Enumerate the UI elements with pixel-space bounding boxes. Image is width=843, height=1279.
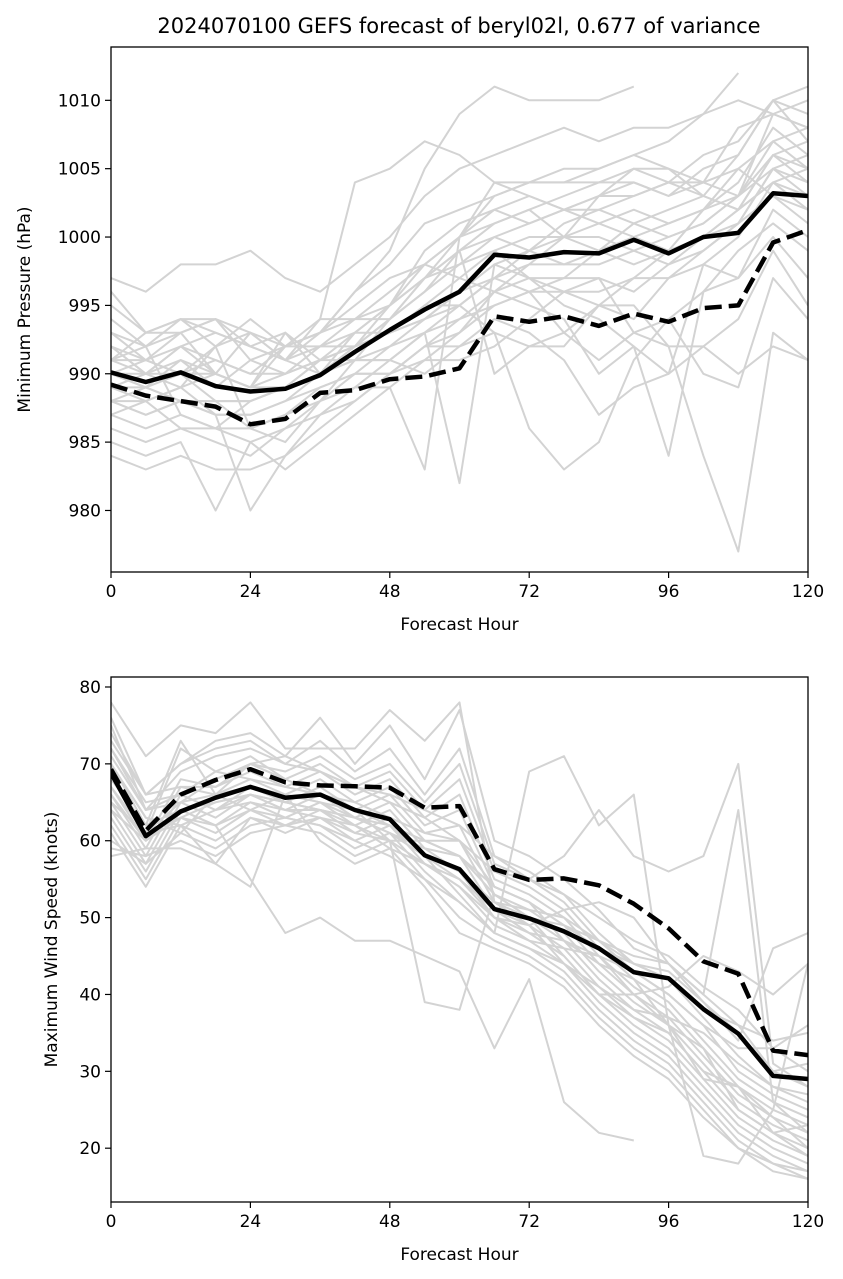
wind-x-tick-label: 96 — [658, 1212, 680, 1232]
wind-ensemble-line — [111, 763, 808, 1042]
pressure-x-axis-label: Forecast Hour — [400, 615, 518, 635]
wind-y-tick-label: 70 — [79, 755, 101, 775]
wind-x-tick-label: 72 — [518, 1212, 540, 1232]
pressure-ensemble-line — [111, 154, 808, 403]
wind-y-axis-label: Maximum Wind Speed (knots) — [42, 812, 62, 1068]
figure-title: 2024070100 GEFS forecast of beryl02l, 0.… — [157, 14, 760, 38]
wind-y-tick-label: 80 — [79, 678, 101, 698]
pressure-ensemble-line — [111, 304, 808, 553]
pressure-y-tick-label: 1005 — [58, 160, 101, 180]
pressure-x-tick-label: 120 — [792, 582, 824, 602]
pressure-y-tick-label: 990 — [69, 365, 101, 385]
wind-ensemble-line — [111, 747, 808, 1157]
wind-ensemble-line — [111, 770, 808, 1127]
pressure-x-tick-label: 96 — [658, 582, 680, 602]
pressure-ensemble-line — [111, 99, 808, 293]
pressure-plot-area — [111, 72, 808, 553]
wind-y-tick-label: 30 — [79, 1062, 101, 1082]
pressure-x-tick-label: 0 — [106, 582, 117, 602]
wind-solid-series-line — [111, 772, 808, 1082]
pressure-ensemble-line — [111, 85, 635, 348]
pressure-y-tick-label: 995 — [69, 296, 101, 316]
wind-ensemble-line — [111, 793, 808, 1173]
wind-y-tick-label: 50 — [79, 909, 101, 929]
wind-ensemble-line — [111, 717, 808, 1073]
wind-axes-frame — [110, 676, 809, 1203]
pressure-y-tick-label: 980 — [69, 501, 101, 521]
pressure-x-tick-label: 48 — [379, 582, 401, 602]
wind-x-tick-label: 0 — [106, 1212, 117, 1232]
wind-ensemble-line — [111, 793, 808, 1050]
pressure-y-tick-label: 985 — [69, 433, 101, 453]
pressure-x-tick-label: 24 — [240, 582, 262, 602]
wind-x-tick-label: 48 — [379, 1212, 401, 1232]
wind-chart: 0 24 48 72 96 120 20 30 40 50 60 70 80 Forecast Hour M… — [42, 676, 824, 1265]
wind-ensemble-line — [111, 701, 808, 1134]
wind-y-tick-label: 40 — [79, 985, 101, 1005]
wind-x-tick-label: 120 — [792, 1212, 824, 1232]
pressure-ensemble-line — [111, 290, 808, 375]
pressure-ensemble-line — [111, 85, 808, 375]
pressure-y-axis-label: Minimum Pressure (hPa) — [15, 206, 35, 412]
pressure-x-tick-label: 72 — [518, 582, 540, 602]
pressure-ensemble-line — [111, 167, 808, 375]
pressure-axes-frame — [110, 46, 809, 573]
wind-dashed-series-line — [111, 766, 808, 1058]
wind-y-tick-label: 60 — [79, 832, 101, 852]
pressure-dashed-series-line — [111, 228, 808, 427]
wind-x-tick-label: 24 — [240, 1212, 262, 1232]
wind-ensemble-line — [111, 801, 808, 1096]
pressure-y-tick-label: 1000 — [58, 228, 101, 248]
wind-y-tick-label: 20 — [79, 1139, 101, 1159]
pressure-y-tick-label: 1010 — [58, 91, 101, 111]
pressure-solid-series-line — [111, 191, 808, 394]
pressure-chart: 0 24 48 72 96 120 980 985 990 995 1000 1005 1010 Fore… — [15, 46, 824, 635]
wind-plot-area — [111, 701, 808, 1180]
wind-ensemble-line — [111, 739, 808, 1104]
wind-x-axis-label: Forecast Hour — [400, 1245, 518, 1265]
